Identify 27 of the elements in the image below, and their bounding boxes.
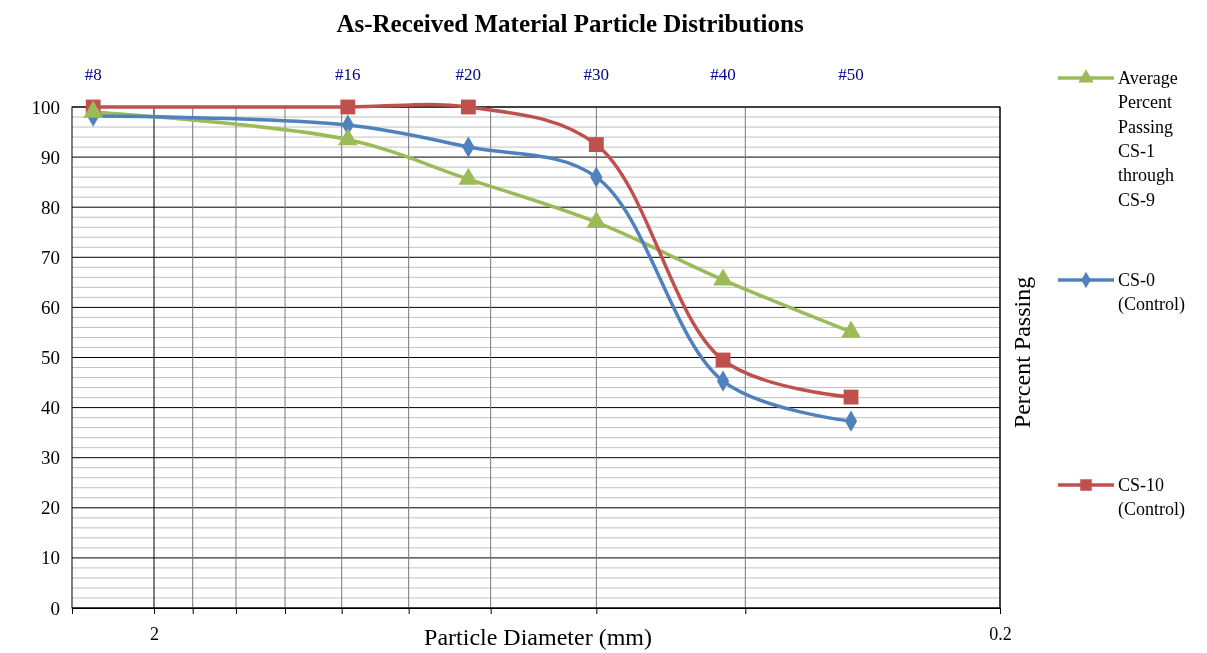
y-tick-label: 90: [41, 146, 60, 168]
y-tick-label: 30: [41, 447, 60, 469]
x-axis-title: Particle Diameter (mm): [424, 624, 652, 650]
y-tick-label: 60: [41, 296, 60, 318]
text: #16: [335, 65, 361, 84]
y-tick-label: 20: [41, 497, 60, 519]
point: [460, 99, 476, 115]
y-tick-label: 0: [50, 597, 60, 619]
y-tick-label: 100: [31, 96, 60, 118]
y-tick-label: 10: [41, 547, 60, 569]
y-tick-label: 70: [41, 246, 60, 268]
x-tick-label: 0.2: [989, 624, 1012, 645]
legend-label: Average Percent Passing CS-1 through CS-9: [1118, 68, 1178, 210]
text: #8: [84, 65, 102, 84]
legend-label: CS-0 (Control): [1118, 270, 1185, 316]
text: #40: [710, 65, 736, 84]
y-axis-title: Percent Passing: [1009, 276, 1035, 429]
y-tick-label: 80: [41, 196, 60, 218]
text: #50: [838, 65, 864, 84]
chart-title: As-Received Material Particle Distributions: [336, 10, 804, 37]
x-tick-label: 2: [149, 624, 159, 645]
text: #20: [455, 65, 482, 84]
y-tick-label: 50: [41, 347, 60, 369]
text: #30: [583, 65, 610, 84]
point: [588, 137, 604, 152]
legend-label: CS-10 (Control): [1118, 475, 1185, 521]
y-tick-label: 40: [41, 397, 60, 419]
